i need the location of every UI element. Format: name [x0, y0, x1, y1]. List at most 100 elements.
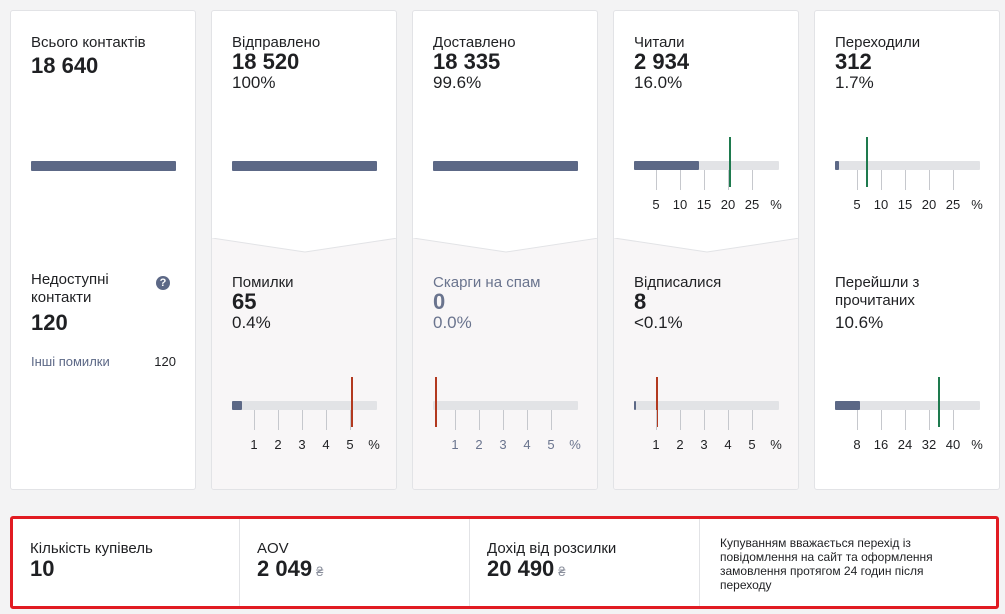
read-tick-label: 15 [696, 197, 712, 212]
clicked_read-tick-label: 32 [921, 437, 937, 452]
purchases-label: Кількість купівель [30, 540, 153, 557]
clicked-value: 312 [835, 49, 872, 74]
read-tick-label: % [770, 197, 782, 212]
revenue-value: 20 490 [487, 556, 555, 581]
delivered-value: 18 335 [433, 49, 501, 74]
clicked-track [835, 161, 980, 170]
total-contacts-bar [31, 161, 176, 171]
revenue-value-wrap: 20 490 ₴ [487, 556, 566, 582]
aov-value: 2 049 [257, 556, 313, 581]
clicked-tick [881, 170, 882, 190]
clicked_read-tick [929, 410, 930, 430]
clicked_read-tick-label: 40 [945, 437, 961, 452]
spam-tick [527, 410, 528, 430]
card-divider [413, 238, 597, 253]
errors-track [232, 401, 377, 410]
unsub-label: Відписалися [634, 274, 722, 291]
clicked_read-tick [881, 410, 882, 430]
currency-icon: ₴ [316, 564, 324, 579]
clicked-tick [929, 170, 930, 190]
unavailable-contacts-value: 120 [31, 310, 68, 335]
purchases-value: 10 [30, 556, 55, 581]
spam-tick [551, 410, 552, 430]
clicked_read-tick [857, 410, 858, 430]
errors-value: 65 [232, 289, 257, 314]
help-icon[interactable]: ? [156, 276, 170, 290]
read-label: Читали [634, 34, 685, 51]
other-errors-row: Інші помилки 120 [31, 354, 176, 369]
unsub-tick [680, 410, 681, 430]
card-clicked: Переходили 312 1.7% Перейшли з прочитани… [814, 10, 1000, 490]
unsub-tick-label: 3 [700, 437, 708, 452]
spam-value: 0 [433, 289, 446, 314]
clicked-tick-label: 20 [921, 197, 937, 212]
spam-tick-label: 1 [451, 437, 459, 452]
card-delivered: Доставлено 18 335 99.6% Скарги на спам 0… [412, 10, 598, 490]
errors-fill [232, 401, 243, 410]
errors-tick [254, 410, 255, 430]
errors-tick-label: 5 [346, 437, 354, 452]
errors-percent: 0.4% [232, 313, 271, 332]
revenue-label: Дохід від розсилки [487, 540, 617, 557]
total-contacts-value: 18 640 [31, 53, 99, 78]
sent-percent: 100% [232, 73, 276, 92]
card-bottom-bg [413, 239, 597, 489]
clicked_read-tick-label: % [971, 437, 983, 452]
card-divider [212, 238, 396, 253]
clicked_read-tick-label: 8 [853, 437, 861, 452]
unsub-target-marker [656, 377, 659, 427]
card-bottom-bg [212, 239, 396, 489]
card-sent: Відправлено 18 520 100% Помилки 65 0.4% … [211, 10, 397, 490]
clicked-tick-label: 10 [873, 197, 889, 212]
errors-tick [350, 410, 351, 430]
errors-tick [302, 410, 303, 430]
other-errors-label: Інші помилки [31, 354, 110, 369]
errors-label: Помилки [232, 274, 294, 291]
clicked_read-tick-label: 24 [897, 437, 913, 452]
read-value: 2 934 [634, 49, 690, 74]
clicked-fill [835, 161, 840, 170]
clicked_read-tick [905, 410, 906, 430]
unsub-fill [634, 401, 636, 410]
clicked_read-track [835, 401, 980, 410]
purchase-note: Купуванням вважається перехід із повідом… [720, 536, 933, 592]
errors-tick [326, 410, 327, 430]
unsub-tick-label: 5 [748, 437, 756, 452]
unsub-tick-label: 1 [652, 437, 660, 452]
read-tick [728, 170, 729, 190]
clicked_read-fill [835, 401, 860, 410]
aov-segment: AOV 2 049 ₴ [240, 519, 470, 606]
read-tick [680, 170, 681, 190]
delivered-percent: 99.6% [433, 73, 482, 92]
clicked-tick-label: 5 [853, 197, 861, 212]
spam-percent: 0.0% [433, 313, 472, 332]
read-tick [656, 170, 657, 190]
sent-value: 18 520 [232, 49, 300, 74]
sent-label: Відправлено [232, 34, 321, 51]
read-track [634, 161, 779, 170]
spam-tick [503, 410, 504, 430]
clicked_read-tick [953, 410, 954, 430]
aov-label: AOV [257, 540, 289, 557]
clicked_read-target-marker [938, 377, 941, 427]
unsub-tick [728, 410, 729, 430]
read-tick [752, 170, 753, 190]
total-contacts-label: Всього контактів [31, 34, 146, 51]
unsub-percent: <0.1% [634, 313, 683, 332]
purchase-summary: Кількість купівель 10 AOV 2 049 ₴ Дохід в… [10, 516, 999, 609]
read-tick-label: 5 [652, 197, 660, 212]
clicked-tick [905, 170, 906, 190]
read-percent: 16.0% [634, 73, 683, 92]
unsub-tick [752, 410, 753, 430]
spam-tick-label: 5 [547, 437, 555, 452]
spam-tick [455, 410, 456, 430]
clicked-tick-label: 15 [897, 197, 913, 212]
errors-target-marker [351, 377, 354, 427]
spam-tick-label: 3 [499, 437, 507, 452]
errors-tick-label: 1 [250, 437, 258, 452]
purchases-segment: Кількість купівель 10 [13, 519, 240, 606]
spam-track [433, 401, 578, 410]
unsub-tick-label: 4 [724, 437, 732, 452]
read-target-marker [728, 137, 731, 187]
errors-tick-label: 3 [298, 437, 306, 452]
